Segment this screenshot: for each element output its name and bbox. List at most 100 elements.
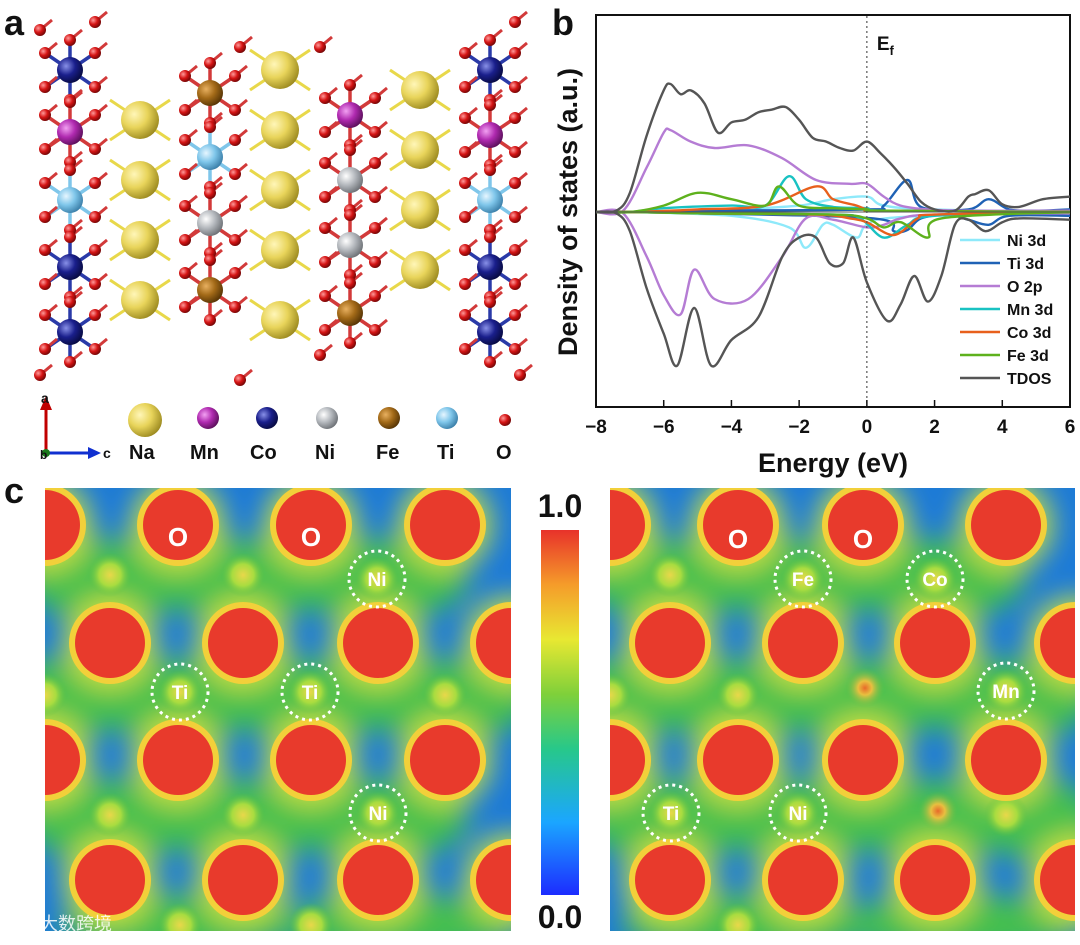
axis-indicator: a b c	[40, 390, 111, 462]
oxygen-atom	[484, 231, 496, 243]
oxygen-atom	[509, 146, 521, 158]
oxygen-atom	[319, 222, 331, 234]
oxygen-atom	[64, 296, 76, 308]
oxygen-atom	[509, 112, 521, 124]
legend-na-swatch	[128, 403, 162, 437]
legend-fe-swatch	[378, 407, 400, 429]
oxygen-atom	[459, 244, 471, 256]
na-atom	[401, 191, 439, 229]
dos-line-fe-3d-up	[595, 185, 1071, 214]
fe-atom	[337, 300, 363, 326]
oxygen-atom	[229, 70, 241, 82]
oxygen-atom	[179, 104, 191, 116]
crystal-structure: a b c Na Mn Co Ni Fe Ti O	[34, 10, 533, 464]
left-label-ti2: Ti	[302, 683, 319, 704]
na-atom	[401, 71, 439, 109]
legend-label-fe-3d: Fe 3d	[1007, 348, 1049, 365]
oxygen-atom	[484, 99, 496, 111]
oxygen-atom	[39, 244, 51, 256]
legend-co-swatch	[256, 407, 278, 429]
co-atom	[477, 57, 503, 83]
right-map-labels: O O Fe Co Mn Ti Ni	[641, 524, 1036, 843]
left-label-o2: O	[301, 522, 321, 552]
co-atom	[477, 319, 503, 345]
right-marker-co	[905, 549, 965, 609]
oxygen-atom	[509, 47, 521, 59]
oxygen-atom	[89, 16, 101, 28]
right-label-mn: Mn	[992, 682, 1019, 703]
oxygen-atom	[229, 134, 241, 146]
oxygen-atom	[509, 343, 521, 355]
ni-atom	[197, 210, 223, 236]
right-label-fe: Fe	[792, 570, 814, 591]
oxygen-atom	[64, 231, 76, 243]
legend-ti-swatch	[436, 407, 458, 429]
na-atom	[121, 101, 159, 139]
oxygen-atom	[204, 254, 216, 266]
oxygen-atom	[369, 126, 381, 138]
oxygen-atom	[509, 81, 521, 93]
oxygen-atom	[484, 34, 496, 46]
oxygen-atom	[459, 343, 471, 355]
oxygen-atom	[89, 278, 101, 290]
oxygen-atom	[319, 157, 331, 169]
left-marker-ni1	[347, 549, 407, 609]
oxygen-atom	[459, 177, 471, 189]
fe-atom	[197, 277, 223, 303]
oxygen-atom	[514, 369, 526, 381]
oxygen-atom	[319, 126, 331, 138]
oxygen-atom	[344, 277, 356, 289]
oxygen-atom	[34, 369, 46, 381]
na-atom	[401, 131, 439, 169]
legend-o-label: O	[496, 442, 512, 464]
oxygen-atom	[319, 290, 331, 302]
oxygen-atom	[39, 177, 51, 189]
oxygen-atom	[179, 234, 191, 246]
oxygen-atom	[509, 177, 521, 189]
oxygen-atom	[314, 41, 326, 53]
oxygen-atom	[204, 121, 216, 133]
oxygen-atom	[229, 301, 241, 313]
oxygen-atom	[89, 343, 101, 355]
oxygen-atom	[179, 168, 191, 180]
colorbar-min-label: 0.0	[538, 899, 582, 935]
oxygen-atom	[369, 222, 381, 234]
legend-fe-label: Fe	[376, 442, 399, 464]
axis-a-label: a	[41, 390, 49, 406]
oxygen-atom	[319, 256, 331, 268]
colorbar-max-label: 1.0	[538, 488, 582, 524]
oxygen-atom	[369, 191, 381, 203]
watermark: 大数跨境	[9, 909, 112, 934]
na-atom	[121, 281, 159, 319]
oxygen-atom	[369, 157, 381, 169]
oxygen-atom	[369, 256, 381, 268]
oxygen-atom	[369, 324, 381, 336]
oxygen-atom	[509, 278, 521, 290]
oxygen-atom	[39, 211, 51, 223]
legend-ni-label: Ni	[315, 442, 335, 464]
oxygen-atom	[39, 81, 51, 93]
oxygen-atom	[484, 296, 496, 308]
oxygen-atom	[459, 309, 471, 321]
oxygen-atom	[459, 211, 471, 223]
dos-chart: Ef −8 −6 −4 −2 0 2 4 6 Energy (eV) Density of s…	[553, 14, 1075, 478]
na-atom	[261, 231, 299, 269]
oxygen-atom	[179, 134, 191, 146]
oxygen-atom	[369, 290, 381, 302]
oxygen-atom	[204, 187, 216, 199]
na-atom	[401, 251, 439, 289]
co-atom	[57, 319, 83, 345]
oxygen-atom	[459, 112, 471, 124]
oxygen-atom	[64, 164, 76, 176]
co-atom	[57, 254, 83, 280]
legend-ni-swatch	[316, 407, 338, 429]
right-marker-fe	[773, 549, 833, 609]
oxygen-atom	[204, 314, 216, 326]
colorbar	[541, 530, 579, 895]
oxygen-atom	[179, 200, 191, 212]
na-atom	[261, 51, 299, 89]
legend-label-ti-3d: Ti 3d	[1007, 256, 1044, 273]
oxygen-atom	[229, 234, 241, 246]
oxygen-atom	[89, 244, 101, 256]
oxygen-atom	[459, 146, 471, 158]
